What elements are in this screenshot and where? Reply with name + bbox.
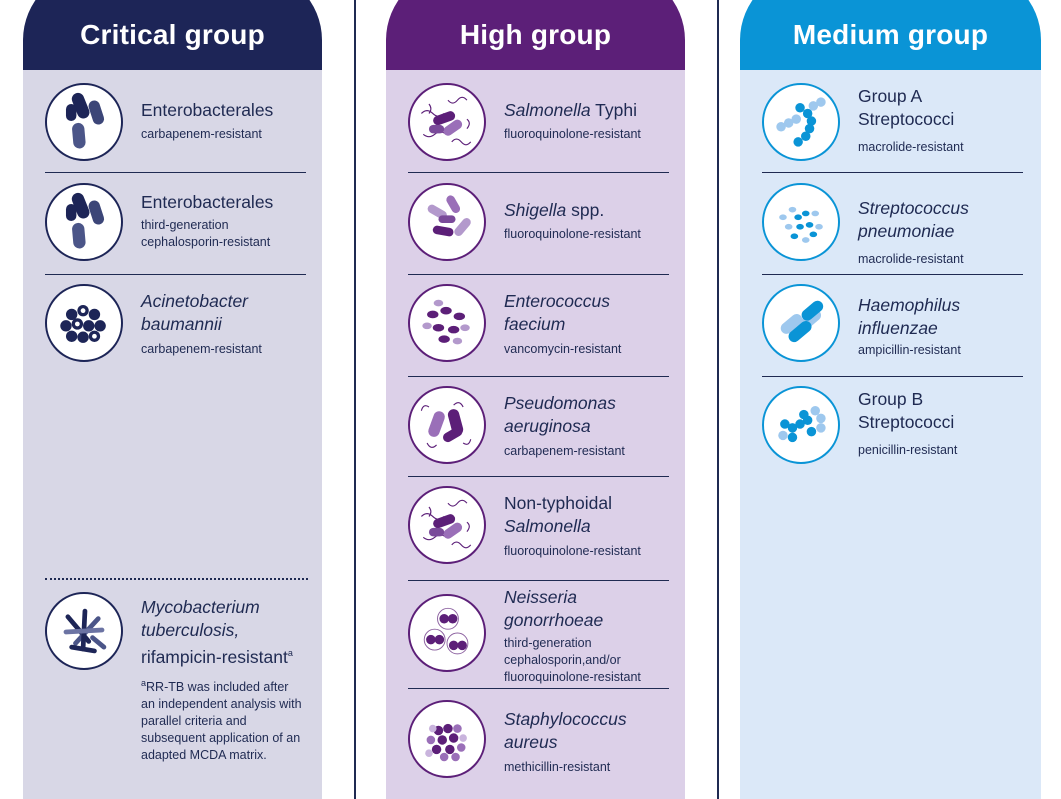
pathogen-name: Enterobacterales [141,100,274,120]
resistance-label: carbapenem-resistant [504,444,625,458]
high-group-title: High group [459,19,612,50]
footnote-ref: a [287,648,293,658]
diplococci-icon [408,594,486,672]
enterococcus-icon [408,284,486,362]
pathogen-name: Neisseria gonorrhoeae [504,587,604,630]
pathogen-name: spp. [571,200,605,220]
medium-column: Medium group Group A Streptococci macrol… [740,0,1041,799]
critical-column: Critical group Enterobacterales carbapen… [23,0,322,799]
resistance-label: macrolide-resistant [858,140,964,154]
pathogen-entry: Salmonella Typhi fluoroquinolone-resista… [408,83,667,163]
entry-separator [408,274,669,275]
resistance-label: penicillin-resistant [858,443,958,457]
resistance-label: vancomycin-resistant [504,342,622,356]
pathogen-entry: Group A Streptococci macrolide-resistant [762,83,1023,163]
pathogen-name: Group A Streptococci [858,86,955,129]
footnote: aRR-TB was included after an independent… [141,675,304,764]
rod-bacteria-icon [45,83,123,161]
pathogen-name-italic: Salmonella [504,516,591,536]
pathogen-name: rifampicin-resistant [141,646,288,667]
rod-bacteria-icon [45,183,123,261]
pathogen-name: Group B Streptococci [858,389,955,432]
resistance-label: macrolide-resistant [858,252,964,266]
pathogen-entry: Staphylococcus aureus methicillin-resist… [408,700,667,780]
column-divider [717,0,719,799]
resistance-label: fluoroquinolone-resistant [504,544,641,558]
pathogen-name: Typhi [595,100,637,120]
footnote-text: RR-TB was included after an independent … [141,679,302,762]
entry-separator [762,376,1023,377]
critical-group-title: Critical group [80,19,265,50]
coccobacilli-cluster-icon [45,284,123,362]
high-group-body: Salmonella Typhi fluoroquinolone-resista… [386,70,685,799]
pathogen-name: Streptococcus pneumoniae [858,198,969,241]
streptococcus-chain-icon [762,386,840,464]
resistance-label: carbapenem-resistant [141,127,262,141]
pathogen-entry: Shigella spp. fluoroquinolone-resistant [408,183,667,263]
entry-separator [762,274,1023,275]
medium-group-header: Medium group [740,0,1041,70]
pathogen-name-italic: Mycobacterium tuberculosis, [141,597,260,640]
pathogen-name: Acinetobacter baumannii [141,291,249,334]
resistance-label: ampicillin-resistant [858,343,961,357]
pathogen-entry: Non-typhoidal Salmonella fluoroquinolone… [408,486,667,566]
resistance-label: fluoroquinolone-resistant [504,227,641,241]
shigella-rods-icon [408,183,486,261]
entry-separator [762,172,1023,173]
pathogen-entry: Enterobacterales carbapenem-resistant [45,83,304,163]
critical-group-body: Enterobacterales carbapenem-resistant En… [23,70,322,799]
pneumococcus-icon [762,183,840,261]
pathogen-name: Haemophilus influenzae [858,295,961,338]
salmonella-flagella-icon [408,486,486,564]
pseudomonas-icon [408,386,486,464]
pathogen-entry: Haemophilus influenzae ampicillin-resist… [762,284,1023,364]
pathogen-entry: Neisseria gonorrhoeae third-generation c… [408,587,667,684]
entry-separator [408,476,669,477]
resistance-label: third-generation cephalosporin-resistant [141,218,271,249]
resistance-label: fluoroquinolone-resistant [504,127,641,141]
resistance-label: third-generation cephalosporin,and/or fl… [504,636,641,684]
dotted-separator [45,578,308,580]
high-column: High group Salmonella Typhi fluoroquinol… [386,0,685,799]
resistance-label: methicillin-resistant [504,760,611,774]
pathogen-name: Staphylococcus aureus [504,709,627,752]
pathogen-name-italic: Salmonella [504,100,591,120]
pathogen-entry: Enterococcus faecium vancomycin-resistan… [408,284,667,364]
mycobacteria-icon [45,592,123,670]
pathogen-name: Non-typhoidal [504,493,612,513]
critical-group-header: Critical group [23,0,322,70]
staphylococcus-cluster-icon [408,700,486,778]
streptococcus-chain-icon [762,83,840,161]
entry-separator [408,172,669,173]
medium-group-body: Group A Streptococci macrolide-resistant… [740,70,1041,799]
pathogen-entry: Pseudomonas aeruginosa carbapenem-resist… [408,386,667,466]
pathogen-name-italic: Shigella [504,200,567,220]
pathogen-name: Pseudomonas aeruginosa [504,393,616,436]
entry-separator [45,172,306,173]
pathogen-entry: Acinetobacter baumannii carbapenem-resis… [45,284,304,364]
salmonella-flagella-icon [408,83,486,161]
entry-separator [408,580,669,581]
high-group-header: High group [386,0,685,70]
pathogen-entry: Group B Streptococci penicillin-resistan… [762,386,1023,466]
entry-separator [408,376,669,377]
resistance-label: carbapenem-resistant [141,342,262,356]
pathogen-entry: Enterobacterales third-generation cephal… [45,183,304,263]
pathogen-entry: Streptococcus pneumoniae macrolide-resis… [762,183,1023,266]
pathogen-entry: Mycobacterium tuberculosis, rifampicin-r… [45,592,304,772]
pathogen-name: Enterobacterales [141,192,274,212]
entry-separator [45,274,306,275]
pathogen-name: Enterococcus faecium [504,291,611,334]
haemophilus-icon [762,284,840,362]
column-divider [354,0,356,799]
medium-group-title: Medium group [792,19,989,50]
footnote-marker: a [141,677,147,688]
entry-separator [408,688,669,689]
